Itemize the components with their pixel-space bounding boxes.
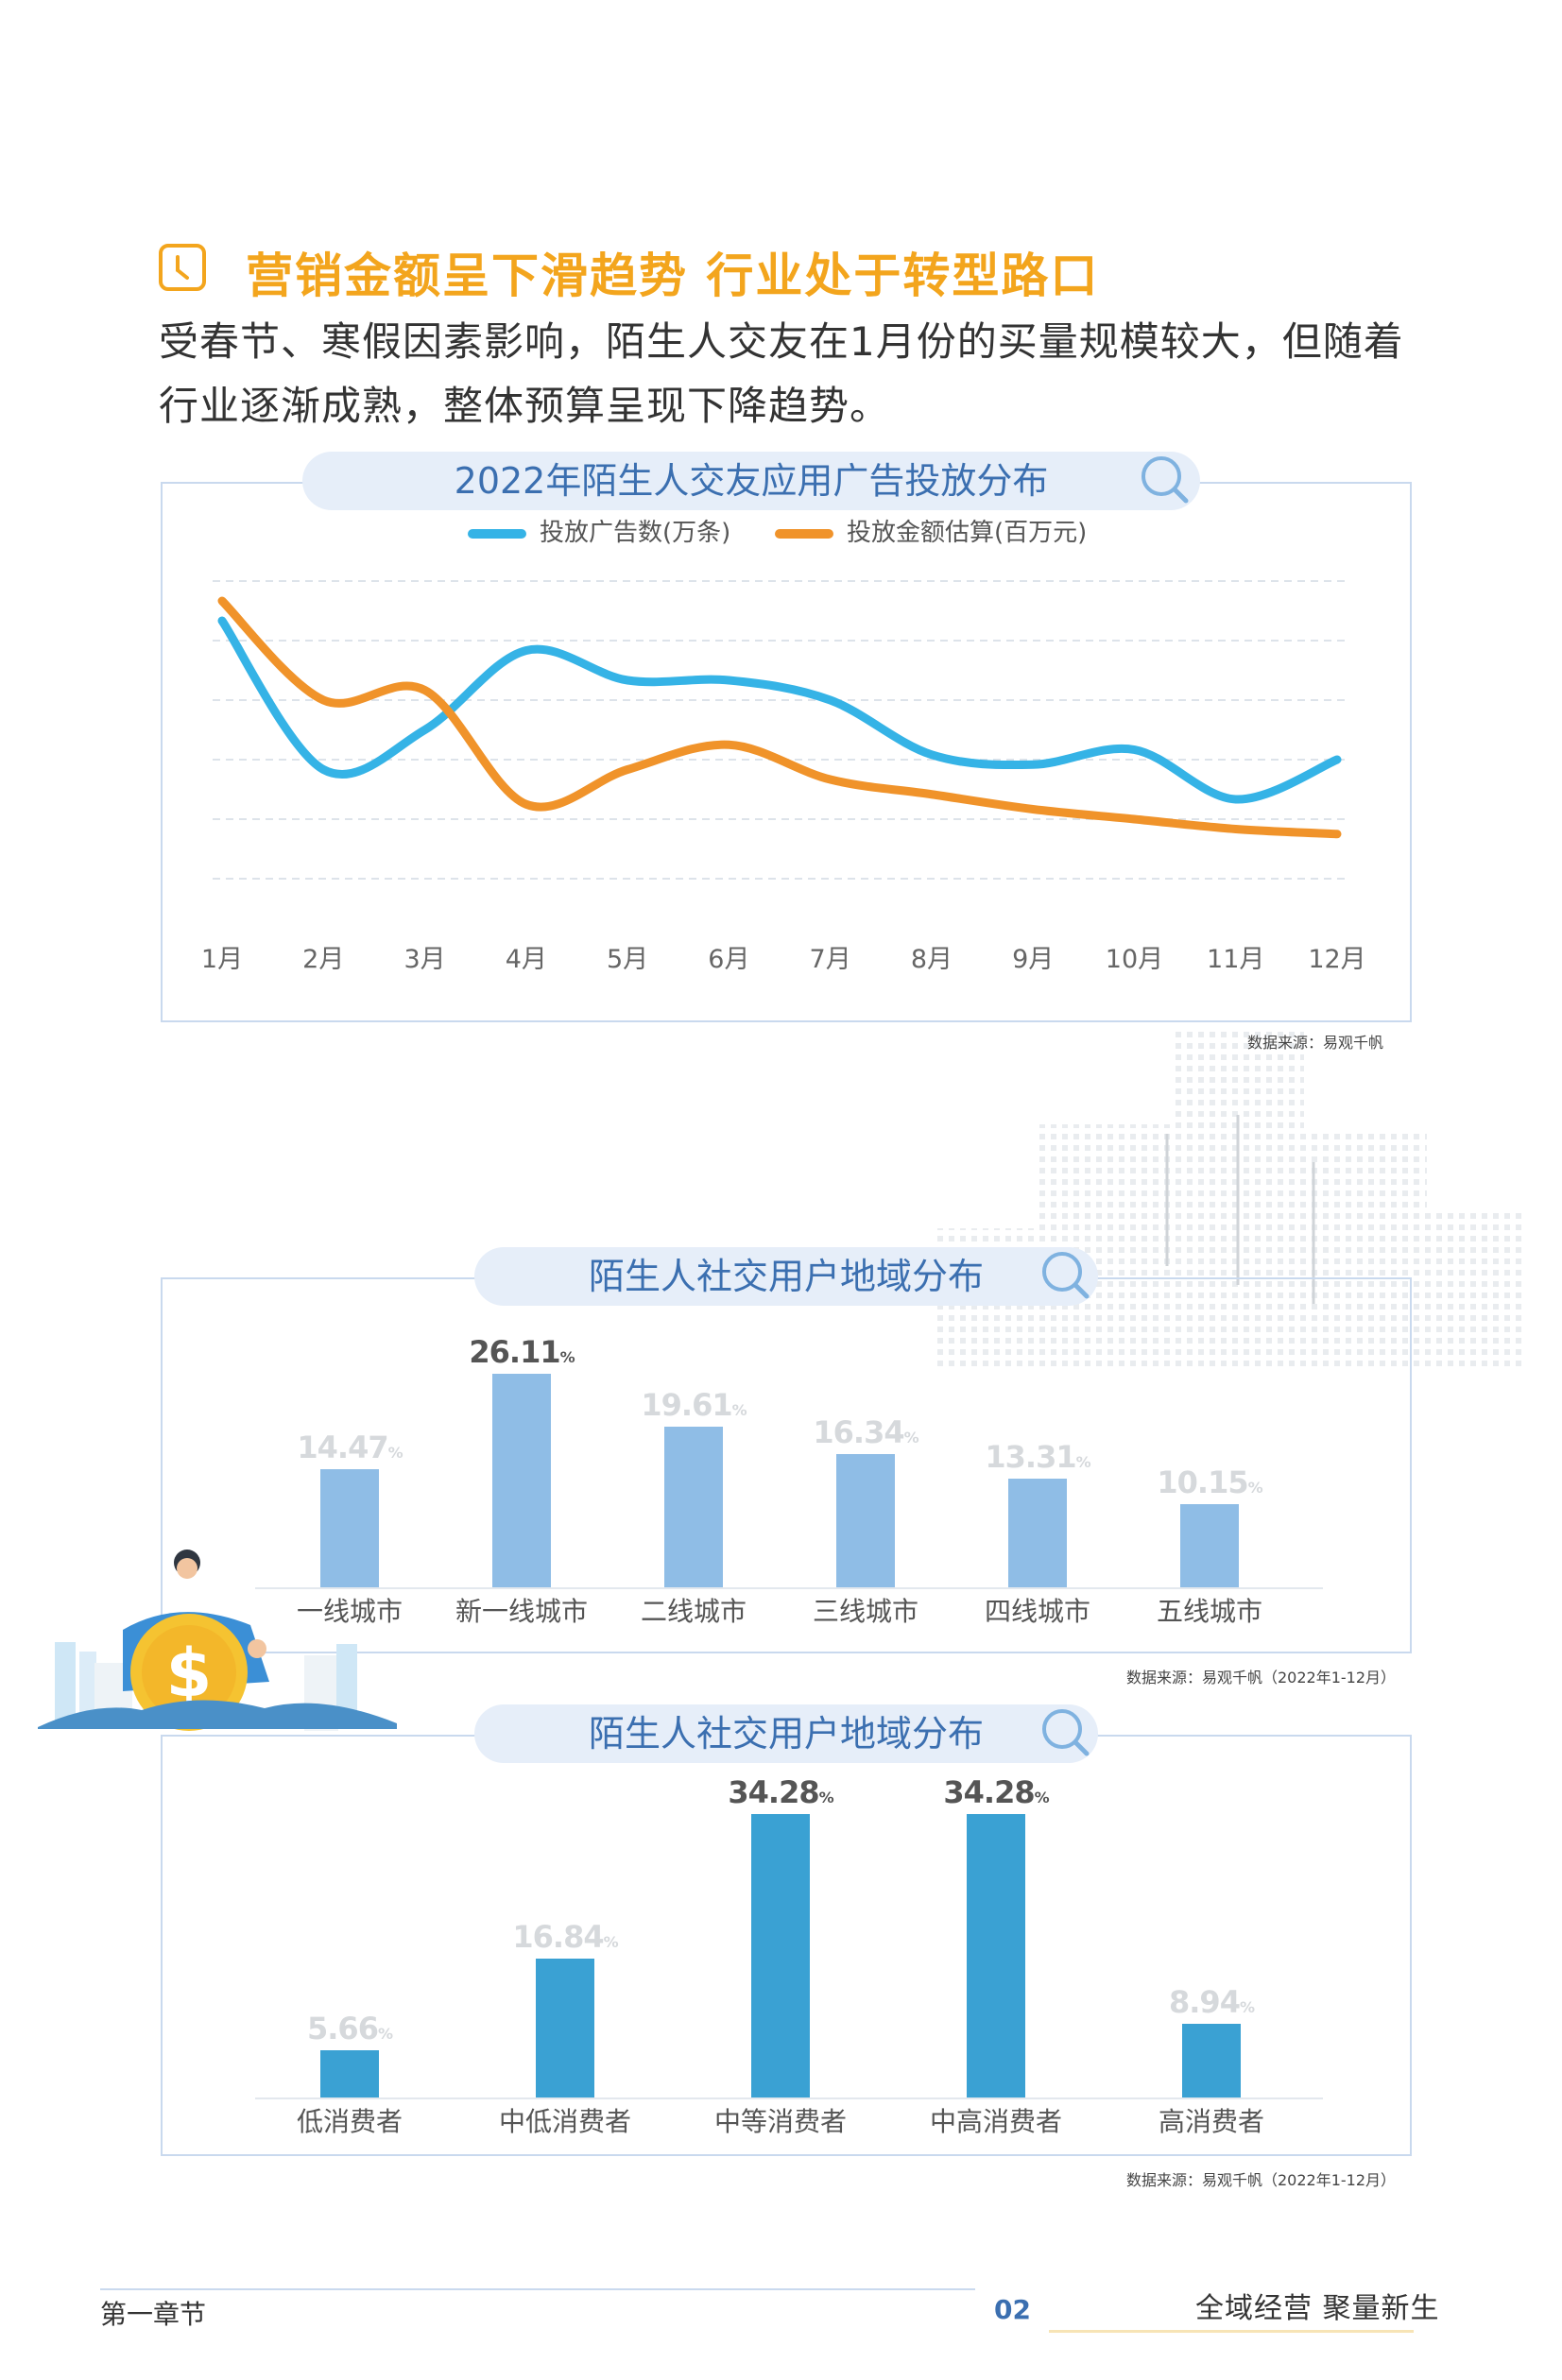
bar-value-label: 13.31% — [985, 1438, 1090, 1475]
city-bar-chart-title-text: 陌生人社交用户地域分布 — [588, 1256, 984, 1297]
x-tick-label: 7月 — [810, 945, 851, 974]
consumer-bar-chart-title: 陌生人社交用户地域分布 — [474, 1704, 1098, 1763]
category-label: 新一线城市 — [455, 1596, 588, 1627]
x-tick-label: 9月 — [1012, 945, 1054, 974]
x-tick-label: 2月 — [302, 945, 344, 974]
magnifier-icon — [1042, 1709, 1090, 1756]
x-tick-label: 3月 — [403, 945, 445, 974]
bar — [836, 1453, 895, 1587]
category-label: 四线城市 — [984, 1596, 1090, 1627]
bar-value-label: 16.84% — [512, 1918, 618, 1955]
line-chart-plot: 1月 2月 3月 4月 5月 6月 7月 8月 9月 10月 11月 12月 — [201, 580, 1366, 974]
magnifier-icon — [1141, 456, 1189, 504]
bar — [1180, 1504, 1239, 1587]
bar — [320, 1468, 379, 1587]
x-tick-label: 10月 — [1106, 945, 1163, 974]
legend-ads: 投放广告数(万条) — [468, 519, 730, 547]
bar — [664, 1427, 723, 1587]
x-tick-label: 8月 — [911, 945, 953, 974]
city-bar-chart-title: 陌生人社交用户地域分布 — [474, 1247, 1098, 1306]
x-tick-label: 1月 — [201, 945, 243, 974]
consumer-bar-chart-title-text: 陌生人社交用户地域分布 — [588, 1713, 984, 1755]
clock-icon — [159, 244, 206, 291]
bar-value-label: 16.34% — [813, 1413, 918, 1450]
category-label: 中低消费者 — [498, 2106, 631, 2137]
city-bar-chart-source: 数据来源：易观千帆（2022年1-12月） — [1126, 1669, 1397, 1687]
footer-slogan: 全域经营 聚量新生 — [1195, 2292, 1440, 2325]
bar — [967, 1814, 1025, 2097]
line-chart-source: 数据来源：易观千帆 — [1247, 1034, 1384, 1052]
footer-chapter: 第一章节 — [100, 2299, 207, 2330]
x-tick-label: 4月 — [506, 945, 547, 974]
bar — [751, 1814, 810, 2097]
intro-paragraph: 受春节、寒假因素影响，陌生人交友在1月份的买量规模较大，但随着行业逐渐成熟，整体… — [159, 318, 1404, 429]
bar-value-label: 8.94% — [1169, 1983, 1255, 2020]
x-tick-label: 5月 — [607, 945, 648, 974]
series-spend-line — [217, 596, 1342, 839]
consumer-bar-chart-source: 数据来源：易观千帆（2022年1-12月） — [1126, 2171, 1397, 2189]
x-tick-label: 11月 — [1207, 945, 1264, 974]
magnifier-icon — [1042, 1252, 1090, 1299]
x-tick-label: 6月 — [708, 945, 749, 974]
series-ads-line — [217, 616, 1342, 804]
legend-spend-label: 投放金额估算(百万元) — [847, 519, 1088, 547]
line-chart-title: 2022年陌生人交友应用广告投放分布 — [302, 452, 1200, 510]
x-tick-label: 12月 — [1308, 945, 1365, 974]
category-label: 五线城市 — [1156, 1596, 1262, 1627]
category-label: 二线城市 — [640, 1596, 747, 1627]
baseline — [255, 1587, 1323, 1589]
bar-value-label: 10.15% — [1157, 1464, 1262, 1501]
bar-value-label: 34.28% — [943, 1774, 1049, 1810]
category-label: 中高消费者 — [929, 2106, 1062, 2137]
category-label: 低消费者 — [296, 2106, 403, 2137]
dollar-icon: $ — [166, 1635, 213, 1712]
person-with-coin-illustration: $ — [38, 1550, 397, 1731]
page-number: 02 — [994, 2294, 1031, 2325]
footer-divider — [100, 2288, 975, 2290]
bar — [1182, 2023, 1241, 2097]
legend-spend: 投放金额估算(百万元) — [775, 519, 1087, 547]
bar-value-label: 14.47% — [297, 1429, 403, 1465]
line-chart-title-text: 2022年陌生人交友应用广告投放分布 — [454, 460, 1049, 502]
category-label: 中等消费者 — [713, 2106, 847, 2137]
bar — [320, 2050, 379, 2097]
category-label: 一线城市 — [296, 1596, 403, 1627]
city-bar-chart-plot: 14.47% 一线城市 26.11% 新一线城市 19.61% 二线城市 16.34% 三线城… — [255, 1323, 1323, 1627]
category-label: 高消费者 — [1158, 2106, 1264, 2137]
footer-divider-accent — [1049, 2330, 1414, 2333]
bar — [1008, 1478, 1067, 1587]
baseline — [255, 2097, 1323, 2099]
bar-value-label: 19.61% — [641, 1387, 747, 1424]
consumer-bar-chart-plot: 5.66% 低消费者 16.84% 中低消费者 34.28% 中等消费者 34.28% 中高消… — [255, 1774, 1323, 2137]
bar — [492, 1374, 551, 1587]
legend-ads-label: 投放广告数(万条) — [540, 519, 731, 547]
bar — [536, 1958, 594, 2097]
bar-value-label: 5.66% — [307, 2011, 393, 2047]
section-title: 营销金额呈下滑趋势 行业处于转型路口 — [246, 248, 1100, 303]
category-label: 三线城市 — [812, 1596, 918, 1627]
bar-value-label: 26.11% — [469, 1334, 575, 1370]
bar-value-label: 34.28% — [728, 1774, 833, 1810]
